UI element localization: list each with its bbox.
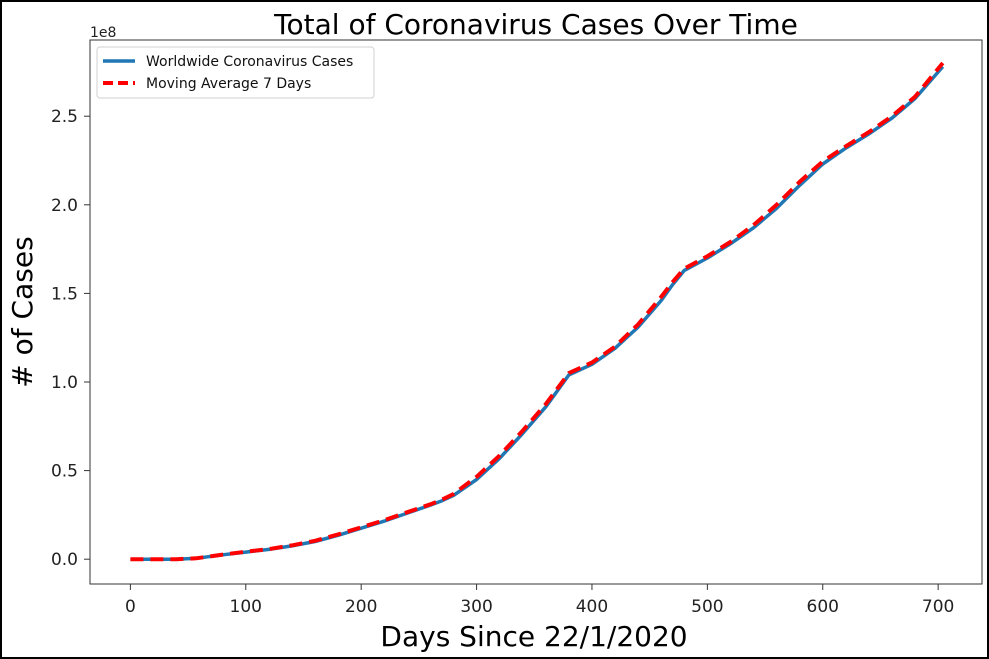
chart-title: Total of Coronavirus Cases Over Time	[273, 8, 798, 41]
x-tick-label: 400	[576, 597, 608, 617]
y-tick-label: 0.0	[51, 550, 78, 570]
plot-area	[89, 39, 983, 585]
legend-label-1: Worldwide Coronavirus Cases	[146, 54, 353, 70]
y-offset-label: 1e8	[90, 25, 116, 41]
x-tick-label: 0	[125, 597, 136, 617]
x-tick-label: 500	[691, 597, 723, 617]
x-axis-label: Days Since 22/1/2020	[380, 620, 687, 653]
y-tick-label: 0.5	[51, 462, 78, 482]
legend-box	[96, 46, 375, 99]
legend-label-2: Moving Average 7 Days	[146, 76, 311, 92]
legend: Worldwide Coronavirus Cases Moving Averag…	[96, 46, 375, 99]
y-tick-label: 2.5	[51, 107, 78, 127]
x-tick-label: 200	[345, 597, 377, 617]
x-tick-label: 300	[460, 597, 492, 617]
x-tick-label: 100	[230, 597, 262, 617]
series-line-1	[130, 65, 945, 561]
y-axis-label: # of Cases	[6, 236, 39, 387]
x-tick-label: 700	[922, 597, 954, 617]
series-line-2	[130, 61, 945, 562]
y-tick-label: 1.5	[51, 284, 78, 304]
y-tick-label: 1.0	[51, 373, 78, 393]
y-tick-label: 2.0	[51, 196, 78, 216]
x-tick-label: 600	[807, 597, 839, 617]
